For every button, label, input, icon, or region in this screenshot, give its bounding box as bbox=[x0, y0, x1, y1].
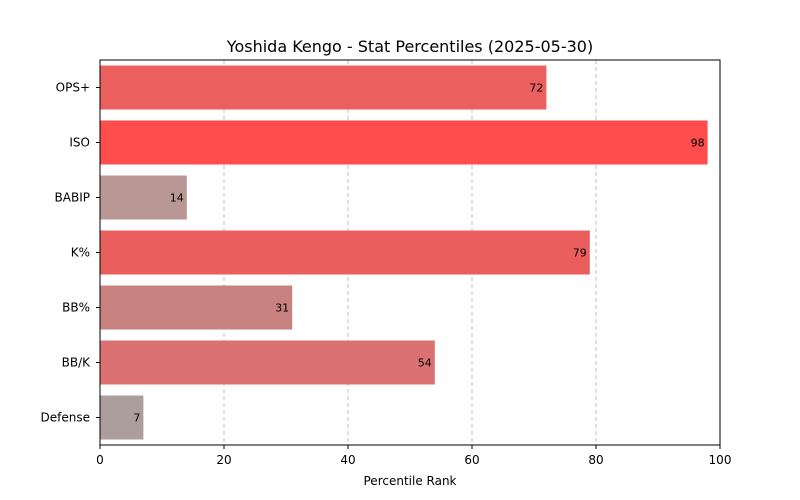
x-axis-label: Percentile Rank bbox=[364, 474, 457, 488]
bar bbox=[100, 120, 708, 165]
x-tick-label: 40 bbox=[340, 453, 355, 467]
chart-title: Yoshida Kengo - Stat Percentiles (2025-0… bbox=[226, 37, 593, 56]
y-tick-label: OPS+ bbox=[56, 81, 90, 95]
bar bbox=[100, 340, 435, 385]
x-tick-label: 80 bbox=[588, 453, 603, 467]
bar-value-label: 31 bbox=[275, 302, 289, 315]
x-tick-label: 0 bbox=[96, 453, 104, 467]
bar-value-label: 98 bbox=[691, 137, 705, 150]
bar-value-label: 14 bbox=[170, 192, 184, 205]
x-tick-label: 60 bbox=[464, 453, 479, 467]
bar bbox=[100, 285, 293, 330]
bar-value-label: 54 bbox=[418, 357, 432, 370]
y-tick-label: Defense bbox=[41, 411, 90, 425]
y-tick-label: BB/K bbox=[62, 356, 92, 370]
y-axis-ticks: OPS+ ISO BABIP K% BB% BB/K Defense bbox=[41, 81, 100, 425]
y-tick-label: BB% bbox=[62, 301, 90, 315]
y-tick-label: BABIP bbox=[55, 191, 90, 205]
x-tick-label: 20 bbox=[216, 453, 231, 467]
y-tick-label: K% bbox=[71, 246, 90, 260]
bar bbox=[100, 230, 590, 275]
bar bbox=[100, 395, 144, 440]
bar-value-label: 79 bbox=[573, 247, 587, 260]
y-tick-label: ISO bbox=[69, 136, 90, 150]
bars: 72 98 14 79 31 54 7 bbox=[100, 65, 708, 440]
bar-value-label: 72 bbox=[529, 82, 543, 95]
bar bbox=[100, 65, 547, 110]
bar bbox=[100, 175, 187, 220]
x-tick-label: 100 bbox=[709, 453, 732, 467]
x-axis-ticks: 0 20 40 60 80 100 bbox=[96, 445, 731, 467]
bar-value-label: 7 bbox=[133, 412, 140, 425]
